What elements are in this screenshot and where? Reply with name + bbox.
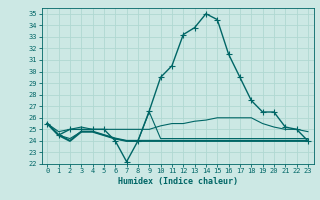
X-axis label: Humidex (Indice chaleur): Humidex (Indice chaleur) <box>118 177 237 186</box>
